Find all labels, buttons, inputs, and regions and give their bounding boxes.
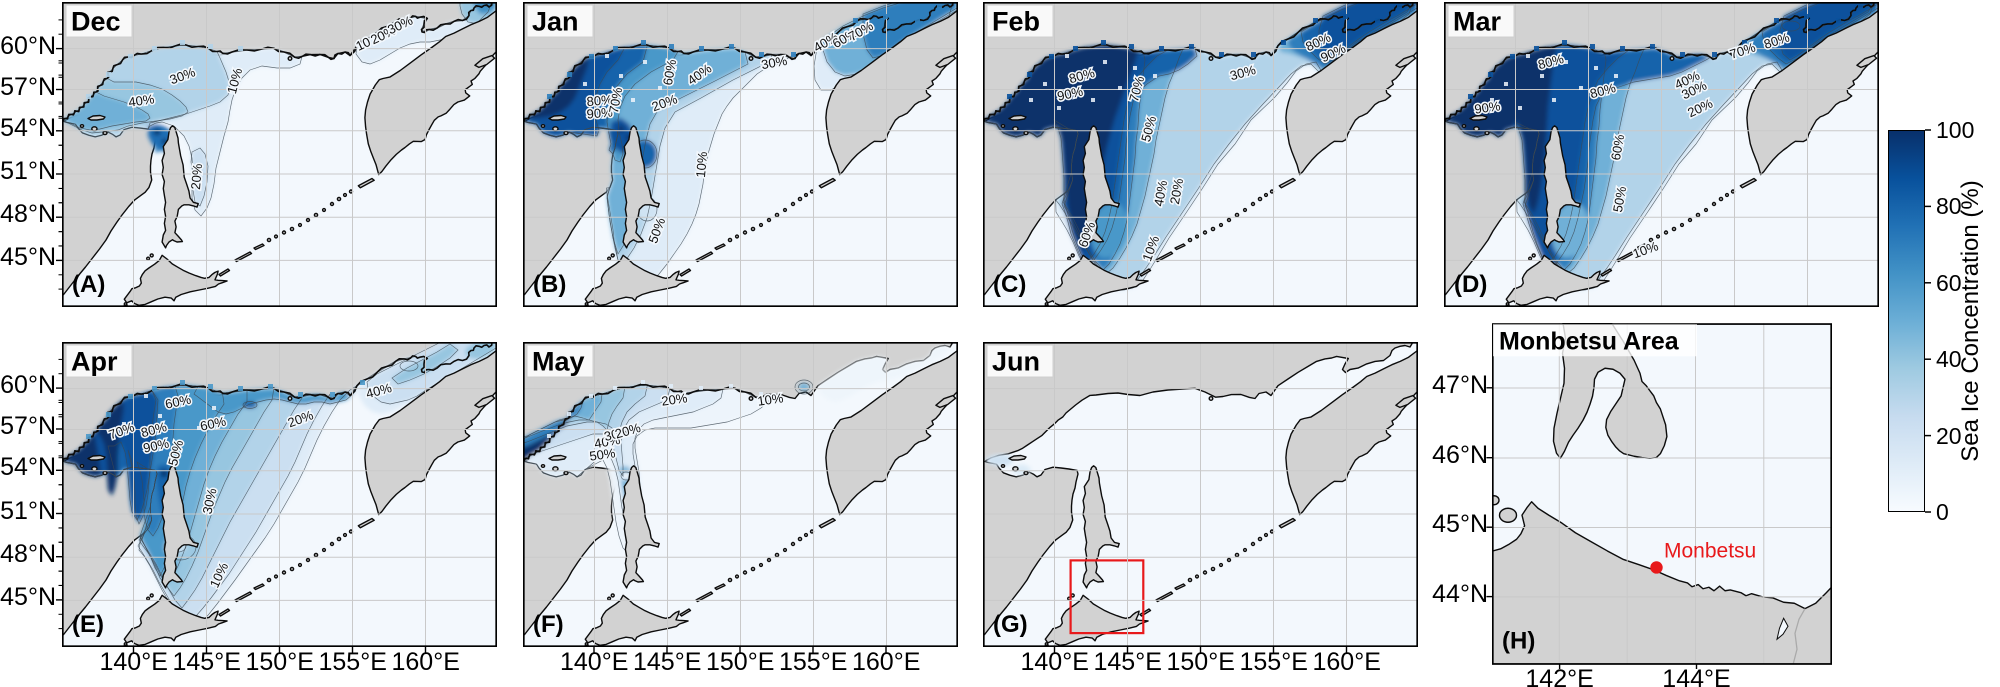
svg-text:(G): (G) [993, 611, 1028, 638]
svg-text:(A): (A) [72, 271, 105, 298]
svg-text:90%: 90% [585, 104, 613, 121]
svg-text:May: May [532, 346, 585, 376]
svg-text:70%: 70% [605, 86, 624, 115]
svg-text:Mar: Mar [1453, 7, 1502, 37]
svg-text:60%: 60% [164, 391, 193, 411]
svg-text:Apr: Apr [71, 346, 118, 376]
svg-text:30%: 30% [200, 486, 220, 515]
svg-text:20%: 20% [188, 163, 205, 191]
svg-text:80%: 80% [585, 92, 613, 109]
svg-text:(B): (B) [533, 271, 566, 298]
svg-text:60%: 60% [659, 58, 678, 87]
svg-text:30%: 30% [760, 53, 789, 72]
svg-text:Monbetsu Area: Monbetsu Area [1499, 327, 1680, 355]
svg-text:90%: 90% [1473, 98, 1501, 117]
svg-text:(C): (C) [993, 271, 1026, 298]
svg-text:(F): (F) [533, 611, 564, 638]
svg-text:80%: 80% [1067, 65, 1096, 86]
svg-text:10%: 10% [692, 151, 709, 179]
svg-text:50%: 50% [1609, 185, 1628, 214]
svg-text:20%: 20% [660, 390, 688, 409]
svg-text:50%: 50% [588, 445, 616, 464]
svg-text:60%: 60% [199, 413, 228, 433]
svg-text:Jan: Jan [532, 7, 579, 37]
svg-text:Dec: Dec [71, 7, 121, 37]
svg-text:(E): (E) [72, 611, 104, 638]
svg-text:90%: 90% [1056, 83, 1085, 103]
svg-text:Jun: Jun [992, 346, 1040, 376]
svg-text:60%: 60% [1607, 133, 1626, 162]
svg-text:(H): (H) [1502, 627, 1535, 654]
svg-text:10%: 10% [756, 390, 784, 409]
svg-text:90%: 90% [142, 435, 171, 455]
svg-text:20%: 20% [1167, 177, 1186, 206]
svg-text:40%: 40% [593, 431, 622, 450]
svg-text:Feb: Feb [992, 7, 1040, 37]
svg-text:40%: 40% [127, 91, 155, 110]
svg-text:Sea Ice Concentration (%): Sea Ice Concentration (%) [1957, 180, 1984, 461]
svg-text:(D): (D) [1454, 271, 1487, 298]
svg-text:40%: 40% [1151, 179, 1170, 208]
svg-text:Monbetsu: Monbetsu [1664, 539, 1756, 562]
